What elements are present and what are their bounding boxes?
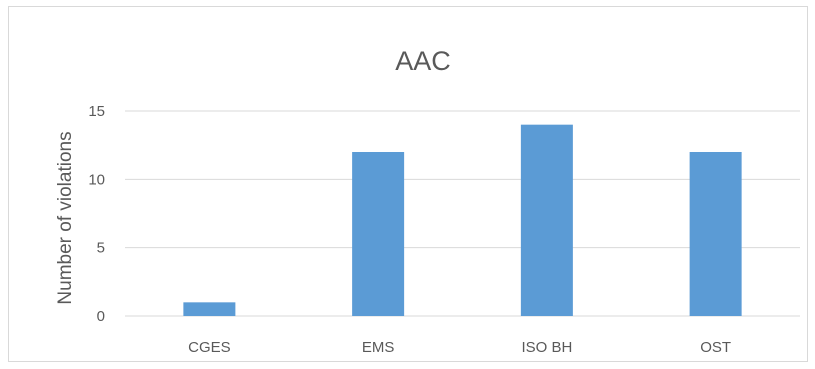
bar-cges bbox=[183, 302, 236, 316]
gridlines bbox=[125, 110, 800, 317]
y-tick-label: 10 bbox=[88, 171, 105, 188]
y-tick-label: 5 bbox=[97, 240, 105, 257]
bars bbox=[183, 124, 742, 317]
x-tick-label: EMS bbox=[362, 339, 395, 356]
bar-ost bbox=[689, 152, 742, 316]
y-tick-labels: 0 5 10 15 bbox=[88, 103, 105, 325]
chart-area-border bbox=[8, 6, 808, 362]
x-tick-label: CGES bbox=[188, 339, 231, 356]
y-tick-label: 15 bbox=[88, 103, 105, 120]
bar-iso-bh bbox=[520, 124, 573, 317]
x-tick-labels: CGES EMS ISO BH OST bbox=[188, 339, 731, 356]
chart-title: AAC bbox=[395, 46, 451, 76]
y-axis-label: Number of violations bbox=[55, 131, 76, 304]
bar-ems bbox=[352, 152, 405, 316]
y-tick-label: 0 bbox=[97, 308, 105, 325]
x-tick-label: OST bbox=[700, 339, 731, 356]
x-tick-label: ISO BH bbox=[521, 339, 572, 356]
